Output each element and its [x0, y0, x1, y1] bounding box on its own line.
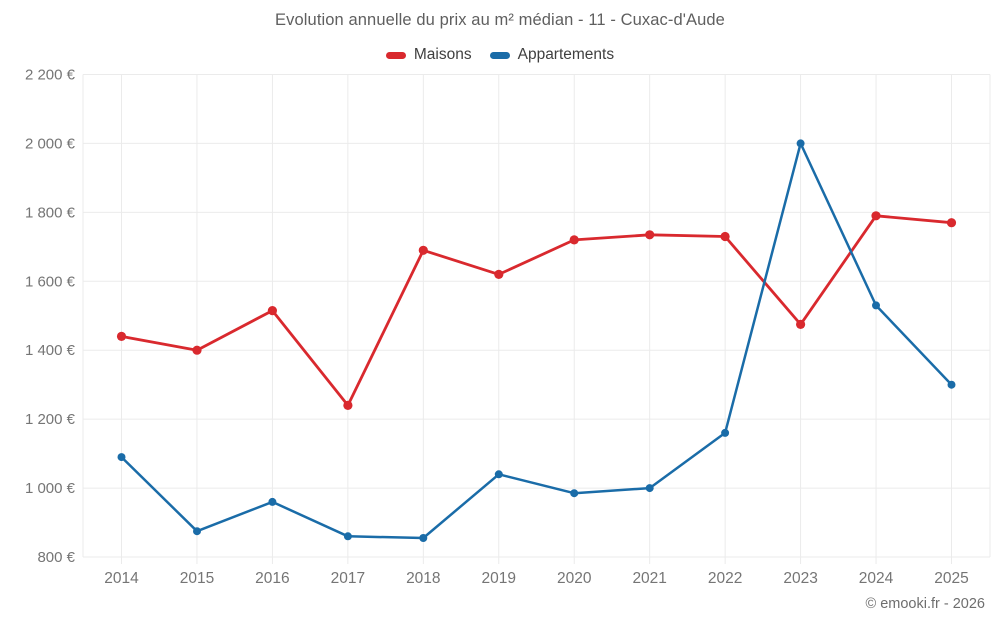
data-point-marker[interactable] [193, 527, 201, 536]
x-axis-tick-label: 2017 [331, 570, 365, 587]
chart-legend: Maisons Appartements [0, 46, 1000, 64]
data-point-marker[interactable] [569, 235, 579, 245]
y-axis-tick-label: 1 800 € [25, 204, 76, 221]
x-axis-tick-label: 2015 [180, 570, 214, 587]
y-axis-tick-label: 1 000 € [25, 480, 76, 497]
footer-credit: © emooki.fr - 2026 [865, 596, 985, 612]
x-axis-tick-label: 2021 [632, 570, 666, 587]
data-point-marker[interactable] [645, 230, 655, 240]
x-axis-tick-label: 2020 [557, 570, 592, 587]
x-axis-tick-label: 2023 [783, 570, 817, 587]
chart-title: Evolution annuelle du prix au m² médian … [275, 11, 725, 29]
x-axis-tick-label: 2022 [708, 570, 742, 587]
data-point-marker[interactable] [721, 428, 730, 437]
data-point-marker[interactable] [720, 231, 730, 242]
data-point-marker[interactable] [117, 453, 126, 462]
x-axis-tick-label: 2024 [859, 570, 894, 587]
data-point-marker[interactable] [796, 319, 806, 329]
legend-item-maisons[interactable]: Maisons [385, 46, 472, 64]
legend-label-appartements: Appartements [517, 46, 615, 63]
x-axis-tick-label: 2025 [934, 570, 968, 587]
data-point-marker[interactable] [871, 211, 881, 221]
legend-item-appartements[interactable]: Appartements [489, 46, 615, 64]
data-point-marker[interactable] [192, 345, 202, 355]
data-point-marker[interactable] [570, 489, 579, 498]
x-axis-tick-label: 2016 [255, 570, 289, 587]
data-point-marker[interactable] [645, 484, 654, 493]
data-point-marker[interactable] [267, 306, 277, 316]
series-maisons [116, 211, 957, 410]
data-point-marker[interactable] [268, 497, 277, 506]
data-point-marker[interactable] [116, 331, 127, 341]
y-axis-tick-label: 1 600 € [25, 273, 76, 290]
y-axis-tick-label: 2 200 € [25, 67, 76, 84]
x-axis-tick-label: 2014 [104, 570, 139, 587]
data-point-marker[interactable] [419, 534, 428, 542]
data-point-marker[interactable] [494, 470, 503, 479]
data-point-marker[interactable] [418, 245, 428, 255]
data-point-marker[interactable] [872, 301, 880, 310]
series-appartements [117, 139, 956, 542]
y-axis-tick-label: 800 € [37, 549, 75, 566]
y-axis-tick-label: 2 000 € [25, 135, 76, 152]
maisons-series-swatch-icon [385, 51, 406, 59]
data-point-marker[interactable] [343, 532, 352, 541]
gridlines: 800 € 1 000 € 1 200 € 1 400 € 1 600 € 1 800 €… [25, 67, 991, 587]
legend-label-maisons: Maisons [413, 46, 472, 63]
x-axis-tick-label: 2019 [482, 570, 516, 587]
y-axis-tick-label: 1 200 € [25, 411, 76, 428]
x-axis-tick-label: 2018 [406, 570, 440, 587]
appartements-series-swatch-icon [489, 51, 510, 59]
data-point-marker[interactable] [796, 139, 805, 148]
data-point-marker[interactable] [343, 400, 353, 410]
data-point-marker[interactable] [494, 269, 504, 279]
y-axis-tick-label: 1 400 € [25, 342, 76, 359]
data-point-marker[interactable] [946, 218, 957, 228]
data-point-marker[interactable] [947, 380, 956, 389]
